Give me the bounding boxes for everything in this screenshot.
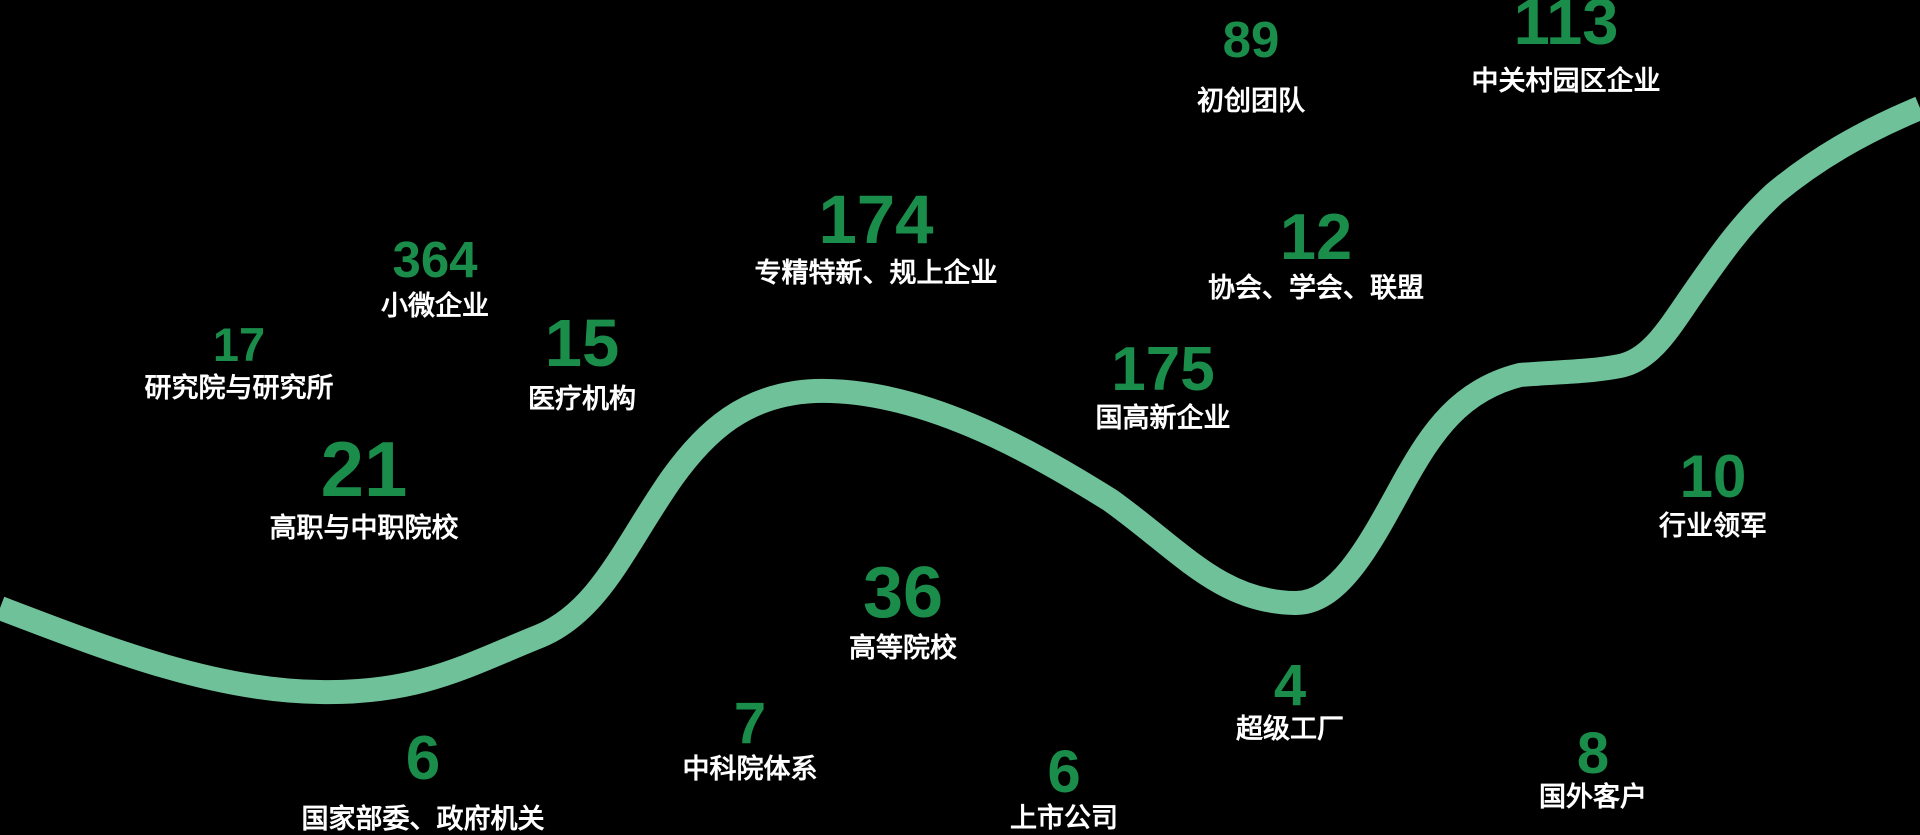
stat-item-startup-teams: 89 初创团队 xyxy=(1197,14,1305,115)
stat-item-vocational-colleges: 21 高职与中职院校 xyxy=(270,430,459,542)
wave-path xyxy=(0,96,1920,705)
stat-item-higher-education: 36 高等院校 xyxy=(849,557,957,662)
stat-value: 15 xyxy=(544,306,620,381)
stat-label: 超级工厂 xyxy=(1236,714,1344,744)
stat-label: 高职与中职院校 xyxy=(269,513,459,543)
stat-item-listed-companies: 6 上市公司 xyxy=(1010,738,1118,833)
stat-label: 高等院校 xyxy=(849,633,957,663)
stat-item-overseas-clients: 8 国外客户 xyxy=(1539,721,1647,812)
stat-item-industry-leaders: 10 行业领军 xyxy=(1659,443,1767,541)
stat-item-cas-system: 7 中科院体系 xyxy=(682,691,818,784)
stat-label: 医疗机构 xyxy=(528,384,636,414)
stat-value: 175 xyxy=(1111,335,1215,404)
stat-label: 行业领军 xyxy=(1659,511,1767,541)
stat-value: 364 xyxy=(392,231,478,288)
stat-item-research-institutes: 17 研究院与研究所 xyxy=(145,321,334,402)
stat-value: 89 xyxy=(1222,11,1280,68)
stat-label: 中科院体系 xyxy=(682,754,818,784)
stat-label: 初创团队 xyxy=(1197,86,1305,116)
stat-value: 17 xyxy=(212,318,266,371)
stat-value: 6 xyxy=(1047,738,1081,805)
stat-item-specialized-enterprises: 174 专精特新、规上企业 xyxy=(755,185,998,287)
stat-label: 国外客户 xyxy=(1539,782,1647,812)
stat-label: 国高新企业 xyxy=(1095,403,1231,433)
stat-label: 协会、学会、联盟 xyxy=(1208,273,1424,303)
stat-label: 国家部委、政府机关 xyxy=(301,804,545,834)
stat-label: 中关村园区企业 xyxy=(1471,66,1661,96)
stat-value: 174 xyxy=(818,181,934,258)
stat-label: 专精特新、规上企业 xyxy=(754,258,998,288)
stat-item-zhongguancun-enterprises: 113 中关村园区企业 xyxy=(1472,0,1661,95)
stat-value: 6 xyxy=(405,724,441,793)
stat-label: 小微企业 xyxy=(381,291,489,321)
stat-label: 上市公司 xyxy=(1010,803,1118,833)
stat-value: 4 xyxy=(1273,653,1307,718)
stat-value: 12 xyxy=(1279,200,1353,273)
stat-item-medical-institutions: 15 医疗机构 xyxy=(528,310,636,413)
stat-value: 7 xyxy=(733,691,767,756)
stat-item-national-hightech-enterprises: 175 国高新企业 xyxy=(1095,335,1231,433)
stat-value: 8 xyxy=(1576,721,1610,786)
stat-item-small-micro-enterprises: 364 小微企业 xyxy=(381,234,489,320)
stat-value: 113 xyxy=(1513,0,1619,58)
stat-item-government-agencies: 6 国家部委、政府机关 xyxy=(301,724,545,834)
stat-value: 21 xyxy=(320,425,408,513)
stat-label: 研究院与研究所 xyxy=(144,373,334,403)
stat-value: 10 xyxy=(1679,443,1747,510)
stat-item-associations-alliances: 12 协会、学会、联盟 xyxy=(1208,204,1424,302)
stat-value: 36 xyxy=(862,553,944,633)
stat-item-super-factories: 4 超级工厂 xyxy=(1236,653,1344,744)
